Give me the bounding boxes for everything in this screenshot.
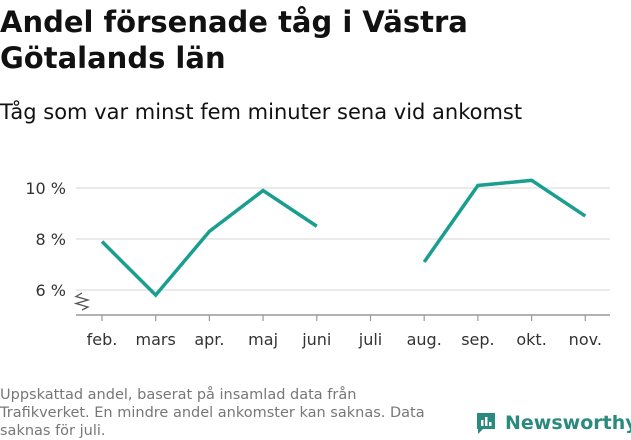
series-lines — [100, 178, 587, 298]
x-axis-ticks: feb. mars apr. maj juni juli aug. sep. okt. nov. — [87, 315, 602, 349]
axis-break-mark — [73, 292, 91, 311]
x-tick-label: juli — [358, 330, 382, 349]
x-tick-label: juni — [301, 330, 331, 349]
series-line — [100, 188, 318, 298]
footnote: Uppskattad andel, baserat på insamlad da… — [0, 387, 425, 439]
x-tick-label: okt. — [516, 330, 546, 349]
newsworthy-logo-icon — [477, 413, 495, 434]
y-tick-label: 6 % — [36, 281, 66, 300]
x-tick-label: apr. — [194, 330, 224, 349]
chart-subtitle: Tåg som var minst fem minuter sena vid a… — [0, 100, 523, 124]
gridlines — [76, 187, 610, 291]
x-tick-label: sep. — [461, 330, 494, 349]
x-tick-label: nov. — [569, 330, 602, 349]
x-tick-label: mars — [136, 330, 176, 349]
brand-name: Newsworthy — [505, 412, 631, 434]
x-tick-label: maj — [248, 330, 278, 349]
x-tick-label: aug. — [407, 330, 442, 349]
line-chart: 6 % 8 % 10 % feb. mars apr. maj juni juli aug. se… — [25, 178, 610, 349]
y-axis-ticks: 6 % 8 % 10 % — [25, 179, 66, 300]
x-axis — [73, 292, 610, 316]
chart-title: Andel försenade tåg i Västra Götalands l… — [0, 5, 468, 75]
x-tick-label: feb. — [87, 330, 118, 349]
y-tick-label: 10 % — [25, 179, 66, 198]
series-line — [422, 178, 587, 263]
brand-logo: Newsworthy — [475, 410, 631, 436]
y-tick-label: 8 % — [36, 230, 66, 249]
